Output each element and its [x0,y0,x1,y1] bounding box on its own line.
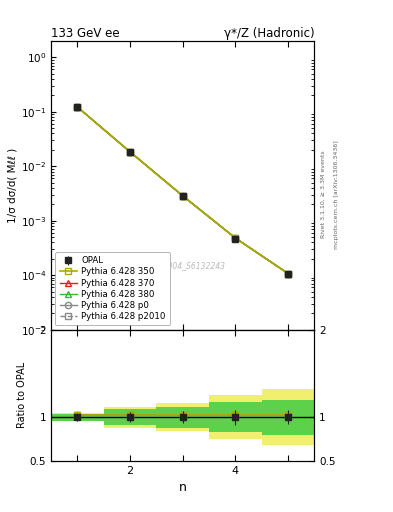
Text: Rivet 3.1.10, ≥ 3.3M events: Rivet 3.1.10, ≥ 3.3M events [320,151,325,239]
Line: Pythia 6.428 380: Pythia 6.428 380 [74,104,291,276]
Pythia 6.428 p2010 [286,270,290,276]
Line: Pythia 6.428 350: Pythia 6.428 350 [74,104,291,276]
Pythia 6.428 380 [128,149,132,155]
Pythia 6.428 380 [180,193,185,199]
Text: mcplots.cern.ch [arXiv:1306.3436]: mcplots.cern.ch [arXiv:1306.3436] [334,140,339,249]
Pythia 6.428 p2010 [233,235,238,241]
Y-axis label: Ratio to OPAL: Ratio to OPAL [17,362,27,429]
Pythia 6.428 370 [286,270,290,276]
Pythia 6.428 p2010 [75,104,80,110]
Pythia 6.428 380 [233,235,238,241]
Pythia 6.428 370 [233,235,238,241]
Pythia 6.428 350 [233,235,238,241]
Pythia 6.428 380 [75,104,80,110]
Pythia 6.428 350 [180,193,185,199]
Text: OPAL_2004_S6132243: OPAL_2004_S6132243 [140,262,226,271]
Legend: OPAL, Pythia 6.428 350, Pythia 6.428 370, Pythia 6.428 380, Pythia 6.428 p0, Pyt: OPAL, Pythia 6.428 350, Pythia 6.428 370… [55,252,170,325]
Pythia 6.428 350 [75,104,80,110]
Pythia 6.428 350 [286,270,290,276]
Pythia 6.428 p2010 [180,193,185,199]
Pythia 6.428 370 [75,104,80,110]
Line: Pythia 6.428 p2010: Pythia 6.428 p2010 [74,104,291,276]
Line: Pythia 6.428 p0: Pythia 6.428 p0 [74,104,291,276]
X-axis label: n: n [179,481,187,494]
Text: γ*/Z (Hadronic): γ*/Z (Hadronic) [224,27,314,40]
Pythia 6.428 380 [286,270,290,276]
Pythia 6.428 p0 [180,193,185,199]
Pythia 6.428 350 [128,149,132,155]
Pythia 6.428 370 [180,193,185,199]
Pythia 6.428 p0 [286,270,290,276]
Pythia 6.428 p2010 [128,149,132,155]
Pythia 6.428 p0 [75,104,80,110]
Pythia 6.428 370 [128,149,132,155]
Pythia 6.428 p0 [233,235,238,241]
Line: Pythia 6.428 370: Pythia 6.428 370 [74,104,291,276]
Pythia 6.428 p0 [128,149,132,155]
Y-axis label: 1/σ dσ/d( Mℓℓ ): 1/σ dσ/d( Mℓℓ ) [8,147,18,223]
Text: 133 GeV ee: 133 GeV ee [51,27,120,40]
